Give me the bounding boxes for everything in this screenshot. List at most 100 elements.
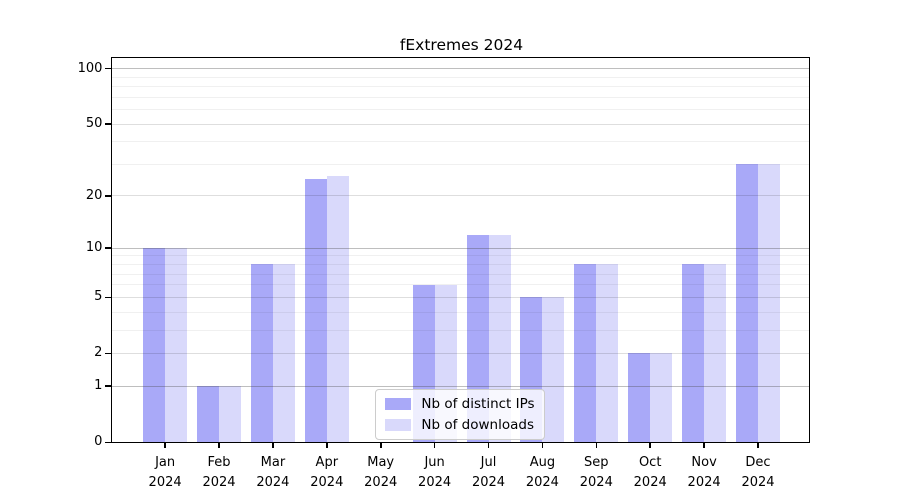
x-tick-label-jul: Jul 2024 [457,453,521,493]
bar-nb-of-distinct-ips-feb [197,386,219,443]
bar-nb-of-downloads-jan [165,248,188,443]
y-tick-label-10: 10 [85,240,103,256]
x-tick-label-line: 2024 [202,475,236,491]
bar-nb-of-distinct-ips-nov [682,264,705,443]
x-tick-aug [541,442,544,449]
x-tick-label-oct: Oct 2024 [618,453,682,493]
legend-label-downloads: Nb of downloads [421,417,534,434]
bar-nb-of-downloads-dec [758,164,780,443]
x-tick-sep [595,442,598,449]
legend: Nb of distinct IPs Nb of downloads [375,389,545,441]
gridline-2 [112,352,810,354]
x-tick-label-may: May 2024 [349,453,413,493]
x-tick-label-line: Dec [745,455,771,471]
x-tick-label-line: Sep [584,455,609,471]
x-tick-label-line: 2024 [471,475,506,491]
y-tick-label-1: 1 [94,378,103,394]
bar-nb-of-downloads-feb [219,386,241,443]
x-tick-label-line: 2024 [741,475,775,491]
gridline-minor-40 [112,141,810,143]
x-tick-jul [487,442,490,449]
legend-label-distinct-ips: Nb of distinct IPs [421,396,535,413]
x-tick-label-line: Mar [260,455,286,471]
x-tick-apr [326,442,328,449]
x-tick-label-aug: Aug 2024 [510,453,574,493]
x-tick-label-line: 2024 [579,475,613,491]
bar-nb-of-distinct-ips-jan [143,248,166,443]
bar-nb-of-downloads-mar [272,264,295,443]
bar-nb-of-distinct-ips-mar [250,264,273,443]
gridline-minor-70 [112,96,810,98]
y-tick-label-5: 5 [94,289,103,305]
x-tick-label-jan: Jan 2024 [133,453,197,493]
x-tick-label-dec: Dec 2024 [726,453,790,493]
legend-swatch-distinct-ips-icon [385,398,412,411]
x-tick-label-feb: Feb 2024 [187,453,251,493]
gridline-major-10 [112,247,810,249]
gridline-minor-6 [112,284,810,286]
x-tick-label-line: Jun [424,455,445,471]
x-tick-label-line: Apr [315,455,339,471]
x-tick-label-line: Jan [155,455,176,471]
x-tick-label-line: Feb [207,455,231,471]
x-tick-label-sep: Sep 2024 [564,453,628,493]
y-tick-0 [105,441,113,444]
legend-item-distinct-ips: Nb of distinct IPs [385,396,535,413]
gridline-20 [112,195,810,197]
x-tick-nov [703,442,705,449]
gridline-50 [112,123,810,125]
bar-nb-of-distinct-ips-dec [736,164,758,443]
gridline-minor-30 [112,163,810,165]
y-tick-label-0: 0 [94,434,103,450]
y-tick-5 [105,296,113,299]
gridline-minor-3 [112,329,810,331]
gridline-minor-90 [112,76,810,78]
x-tick-label-line: 2024 [148,475,182,491]
gridline-minor-8 [112,263,810,265]
legend-swatch-downloads-icon [385,419,412,432]
bar-nb-of-downloads-apr [326,175,349,443]
gridline-minor-60 [112,109,810,110]
bar-nb-of-downloads-nov [704,264,727,443]
x-tick-label-apr: Apr 2024 [295,453,359,493]
y-tick-10 [105,247,113,250]
gridline-minor-9 [112,255,810,257]
x-tick-jan [164,442,166,449]
x-tick-label-nov: Nov 2024 [672,453,736,493]
x-tick-oct [649,442,651,449]
y-tick-100 [105,67,113,70]
bar-nb-of-downloads-oct [650,353,673,443]
bar-nb-of-downloads-sep [596,264,619,443]
gridline-major-1 [112,385,810,387]
x-tick-label-line: 2024 [310,475,344,491]
y-tick-2 [105,352,113,355]
bar-nb-of-distinct-ips-apr [304,178,327,443]
y-tick-1 [105,385,113,388]
gridline-major-100 [112,68,810,70]
x-tick-jun [433,442,436,449]
x-tick-label-line: 2024 [525,475,559,491]
x-tick-label-line: May [367,455,395,471]
x-tick-dec [757,442,759,449]
x-tick-label-line: Aug [529,455,556,471]
y-tick-label-50: 50 [85,116,103,131]
x-tick-mar [272,442,274,449]
gridline-minor-80 [112,86,810,88]
legend-item-downloads: Nb of downloads [385,417,534,433]
y-tick-50 [105,123,113,125]
x-tick-label-line: 2024 [633,475,667,491]
y-tick-20 [105,195,113,197]
bar-nb-of-downloads-aug [542,297,565,443]
x-tick-label-line: Nov [691,455,717,471]
y-tick-label-20: 20 [85,187,103,203]
x-tick-label-line: 2024 [418,475,452,491]
x-tick-label-mar: Mar 2024 [241,453,305,493]
bar-nb-of-distinct-ips-oct [628,353,651,443]
x-tick-label-line: 2024 [687,475,721,491]
x-tick-label-line: 2024 [364,475,398,491]
x-tick-may [379,442,382,449]
chart-title: fExtremes 2024 [399,36,524,54]
y-tick-label-2: 2 [94,345,103,361]
x-tick-feb [218,442,220,449]
